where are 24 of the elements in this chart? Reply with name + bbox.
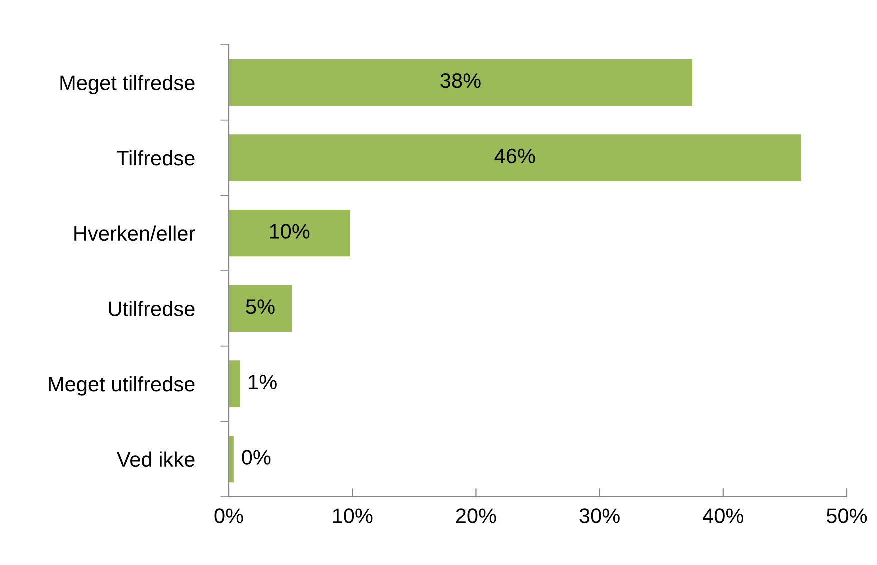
x-tick-label: 40% xyxy=(703,508,744,524)
y-tick-label: Meget tilfredse xyxy=(60,75,195,95)
y-tick-label: Tilfredse xyxy=(117,150,195,166)
data-label: 5% xyxy=(246,300,275,314)
bar xyxy=(229,59,692,106)
x-tick-label: 50% xyxy=(826,508,868,524)
data-label: 0% xyxy=(242,450,271,465)
bar xyxy=(229,210,350,257)
x-tick-label: 0% xyxy=(214,508,244,524)
bar xyxy=(229,360,240,408)
x-tick-label: 30% xyxy=(580,508,620,524)
data-label: 10% xyxy=(270,224,310,239)
y-tick-label: Meget utilfredse xyxy=(49,376,195,396)
y-tick-label: Ved ikke xyxy=(117,452,195,468)
x-tick-label: 20% xyxy=(456,508,496,524)
y-tick-label: Hverken/eller xyxy=(74,226,196,242)
x-tick-label: 10% xyxy=(333,508,373,524)
bar xyxy=(229,436,234,483)
data-label: 38% xyxy=(440,74,481,88)
y-tick-label: Utilfredse xyxy=(109,301,195,316)
data-label: 46% xyxy=(494,148,536,164)
bar xyxy=(229,285,292,332)
data-label: 1% xyxy=(249,374,277,390)
bar xyxy=(229,134,802,182)
